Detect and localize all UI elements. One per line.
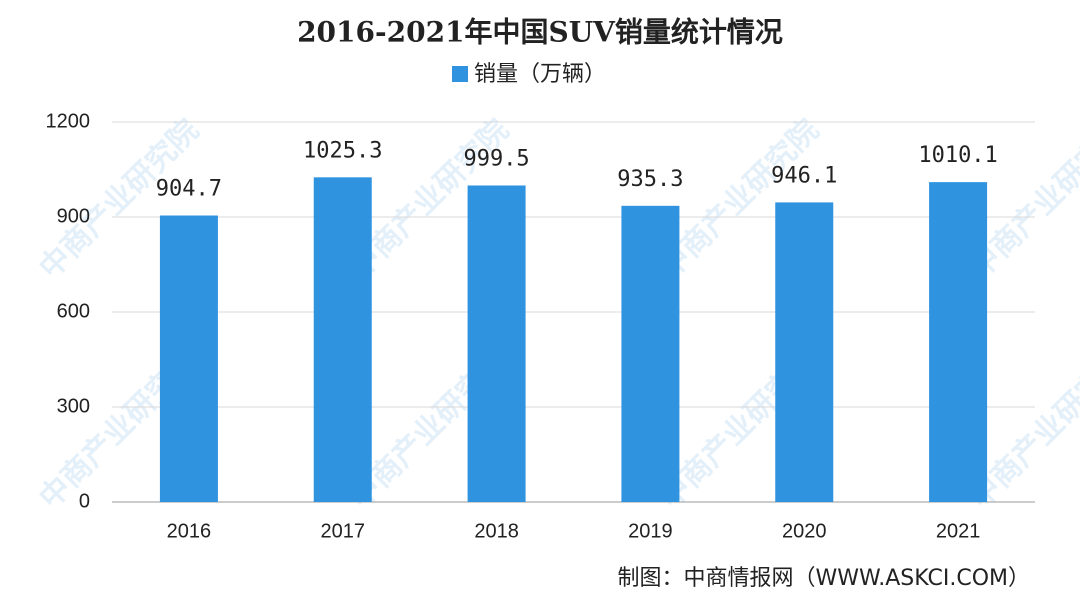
value-label: 904.7 xyxy=(156,177,222,202)
y-tick-label: 900 xyxy=(57,205,90,227)
bar xyxy=(775,202,834,502)
value-label: 1025.3 xyxy=(303,138,382,163)
value-label: 999.5 xyxy=(463,146,529,171)
y-tick-label: 600 xyxy=(57,300,90,322)
x-tick-label: 2020 xyxy=(782,520,827,542)
y-tick-label: 300 xyxy=(57,395,90,417)
bar xyxy=(929,182,988,502)
bar xyxy=(313,177,372,503)
x-tick-label: 2021 xyxy=(936,520,981,542)
legend-label: 销量（万辆） xyxy=(474,62,606,87)
value-label: 1010.1 xyxy=(918,143,997,168)
x-tick-label: 2017 xyxy=(321,520,366,542)
bar xyxy=(621,205,680,503)
x-tick-label: 2018 xyxy=(474,520,519,542)
y-tick-label: 1200 xyxy=(46,110,91,132)
bar xyxy=(467,185,526,502)
source: 制图：中商情报网（WWW.ASKCI.COM） xyxy=(618,566,1030,591)
value-label: 946.1 xyxy=(771,163,837,188)
x-tick-label: 2016 xyxy=(167,520,212,542)
y-tick-label: 0 xyxy=(79,490,90,512)
bar xyxy=(159,215,218,503)
chart-title: 2016-2021年中国SUV销量统计情况 xyxy=(297,16,783,49)
value-label: 935.3 xyxy=(617,167,683,192)
legend-swatch xyxy=(452,66,468,82)
x-tick-label: 2019 xyxy=(628,520,673,542)
